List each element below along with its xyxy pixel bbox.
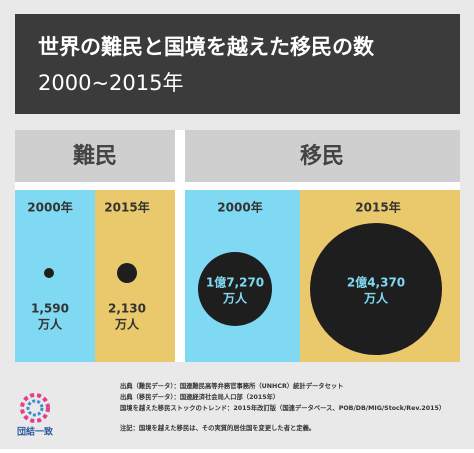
unit-label: 万人 [222, 291, 248, 306]
year-label: 2000年 [217, 200, 262, 215]
group-label: 移民 [300, 143, 344, 169]
group-header [15, 130, 175, 182]
logo-ring [26, 399, 44, 417]
bubble [198, 252, 272, 326]
header-band [15, 14, 460, 114]
source-note: 注記：国境を越えた移民は、その実質的居住国を変更した者と定義。 [120, 423, 315, 432]
source-note: 国境を越えた移民ストックのトレンド：2015年改訂版（国連データベース、POB/… [120, 403, 445, 412]
unit-label: 万人 [37, 317, 63, 332]
logo: 団結一致 [17, 393, 54, 438]
value-label: 2億4,370 [347, 275, 405, 290]
year-label: 2015年 [104, 200, 149, 215]
subtitle: 2000~2015年 [38, 71, 183, 95]
title: 世界の難民と国境を越えた移民の数 [38, 35, 375, 59]
logo-text: 団結一致 [17, 426, 54, 438]
bubble [310, 223, 442, 355]
value-label: 1,590 [31, 302, 69, 316]
bubble [44, 268, 54, 278]
year-label: 2000年 [27, 200, 72, 215]
source-note: 出典（難民データ）：国連難民高等弁務官事務所（UNHCR）統計データセット [120, 381, 343, 390]
group-header [185, 130, 460, 182]
value-label: 2,130 [108, 302, 146, 316]
logo-ring [20, 393, 50, 423]
unit-label: 万人 [363, 291, 389, 306]
source-note: 出典（移民データ）：国連経済社会局人口部（2015年） [120, 392, 279, 401]
value-label: 1億7,270 [206, 275, 264, 290]
group-label: 難民 [73, 143, 117, 169]
year-label: 2015年 [355, 200, 400, 215]
column [15, 190, 95, 362]
unit-label: 万人 [114, 317, 140, 332]
bubble [117, 263, 137, 283]
